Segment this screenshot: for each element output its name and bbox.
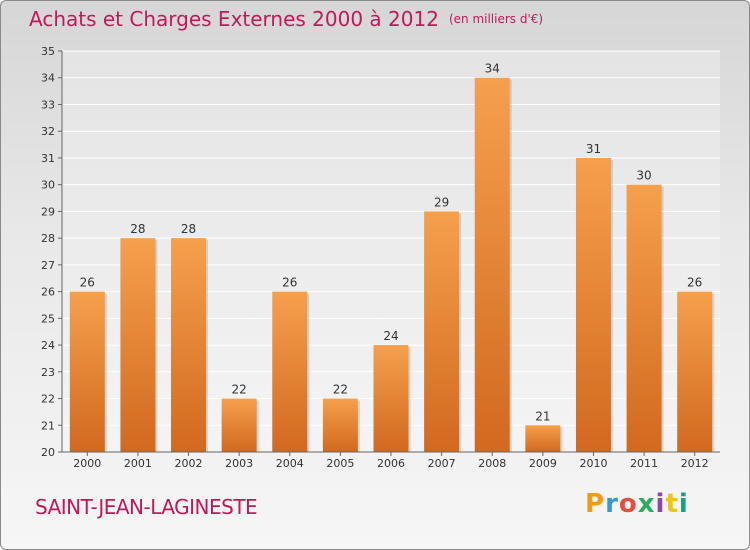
x-tick-label: 2009 <box>529 457 557 470</box>
y-tick-label: 27 <box>41 259 55 272</box>
bar <box>272 291 308 452</box>
y-tick-label: 25 <box>41 312 55 325</box>
chart-title-text: Achats et Charges Externes 2000 à 2012 <box>29 7 439 31</box>
bar <box>69 291 105 452</box>
bar <box>373 345 409 452</box>
x-tick-label: 2008 <box>478 457 506 470</box>
y-tick-label: 22 <box>41 393 55 406</box>
y-tick-label: 23 <box>41 366 55 379</box>
bar <box>221 398 257 452</box>
x-tick-label: 2012 <box>681 457 709 470</box>
y-tick-label: 31 <box>41 152 55 165</box>
bar <box>626 184 662 452</box>
logo-letter: P <box>585 489 606 519</box>
logo-letter: t <box>665 489 679 519</box>
commune-name: SAINT-JEAN-LAGINESTE <box>35 495 258 519</box>
logo-letter: x <box>637 489 656 519</box>
y-tick-label: 20 <box>41 446 55 459</box>
bar <box>474 77 510 452</box>
axes: 20 21 22 23 24 25 26 27 28 29 30 31 32 33 34 35 2000 2001… <box>41 45 720 470</box>
proxiti-logo[interactable]: Proxiti <box>585 489 689 519</box>
data-label: 26 <box>80 276 95 290</box>
x-tick-label: 2000 <box>73 457 101 470</box>
y-tick-label: 26 <box>41 286 55 299</box>
x-tick-label: 2006 <box>377 457 405 470</box>
bar <box>322 398 358 452</box>
logo-letter: r <box>605 489 619 519</box>
data-label: 22 <box>232 383 247 397</box>
y-tick-label: 21 <box>41 419 55 432</box>
x-tick-label: 2010 <box>579 457 607 470</box>
data-label: 21 <box>535 409 550 423</box>
bar <box>575 157 611 452</box>
y-tick-label: 32 <box>41 125 55 138</box>
data-label: 28 <box>181 222 196 236</box>
data-label: 28 <box>130 222 145 236</box>
x-tick-label: 2002 <box>175 457 203 470</box>
data-label: 26 <box>687 276 702 290</box>
y-tick-label: 29 <box>41 205 55 218</box>
unit-label: (en milliers d'€) <box>448 12 544 26</box>
bar <box>120 238 156 452</box>
data-label: 26 <box>282 276 297 290</box>
x-tick-label: 2005 <box>326 457 354 470</box>
y-tick-label: 30 <box>41 179 55 192</box>
x-tick-label: 2001 <box>124 457 152 470</box>
logo-letter: i <box>678 489 689 519</box>
bar <box>525 425 561 452</box>
data-label: 24 <box>383 329 398 343</box>
x-tick-label: 2011 <box>630 457 658 470</box>
y-tick-label: 28 <box>41 232 55 245</box>
data-label: 30 <box>636 169 651 183</box>
y-tick-label: 34 <box>41 72 55 85</box>
y-tick-label: 33 <box>41 98 55 111</box>
y-tick-label: 35 <box>41 45 55 58</box>
y-tick-label: 24 <box>41 339 55 352</box>
bar <box>171 238 207 452</box>
bar <box>424 211 460 452</box>
x-tick-label: 2004 <box>276 457 304 470</box>
bar <box>677 291 713 452</box>
data-label: 29 <box>434 195 449 209</box>
x-tick-label: 2007 <box>428 457 456 470</box>
data-label: 31 <box>586 142 601 156</box>
data-label: 22 <box>333 383 348 397</box>
chart-title: Achats et Charges Externes 2000 à 2012 (e… <box>29 7 543 31</box>
bars: 26 28 28 22 26 22 24 29 34 21 31 30 26 <box>69 62 715 452</box>
logo-letter: o <box>618 489 638 519</box>
x-tick-label: 2003 <box>225 457 253 470</box>
logo-letter: i <box>655 489 666 519</box>
data-label: 34 <box>485 62 500 76</box>
